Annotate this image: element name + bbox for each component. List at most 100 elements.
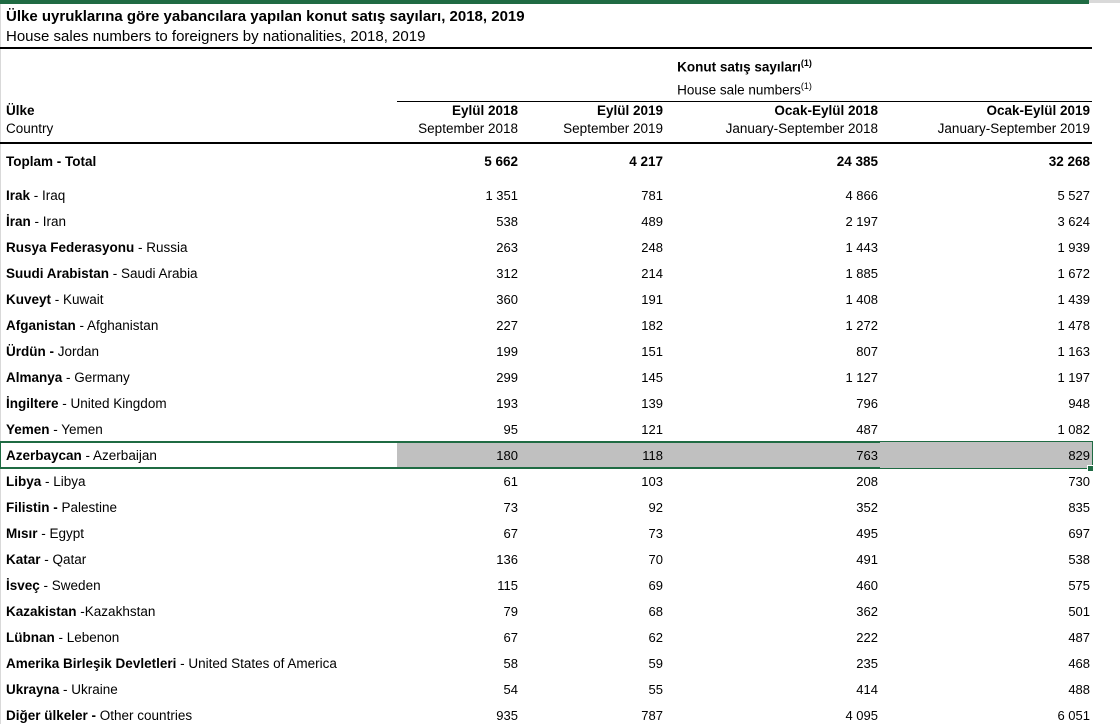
country-cell[interactable]: Filistin - Palestine	[0, 494, 397, 520]
value-cell-jansep-2018[interactable]: 487	[856, 421, 878, 437]
value-cell-jansep-2018[interactable]: 1 408	[845, 291, 878, 307]
table-row[interactable]: Suudi Arabistan - Saudi Arabia 312 214 1…	[0, 260, 1092, 286]
value-cell-jansep-2018[interactable]: 796	[856, 395, 878, 411]
country-cell[interactable]: Kuveyt - Kuwait	[0, 286, 397, 312]
table-row[interactable]: Diğer ülkeler - Other countries 935 787 …	[0, 702, 1093, 724]
value-cell-sep-2019[interactable]: 489	[641, 213, 663, 229]
country-cell[interactable]: Kazakistan -Kazakhstan	[0, 598, 397, 624]
value-cell-sep-2019[interactable]: 191	[641, 291, 663, 307]
value-cell-sep-2019[interactable]: 62	[648, 629, 663, 645]
country-cell[interactable]: İsveç - Sweden	[0, 572, 397, 598]
value-cell-jansep-2018[interactable]: 24 385	[836, 153, 878, 169]
value-cell-sep-2019[interactable]: 69	[648, 577, 663, 593]
value-cell-jansep-2019[interactable]: 829	[880, 442, 1095, 472]
value-cell-jansep-2018[interactable]: 4 866	[845, 187, 878, 203]
value-cell-sep-2018[interactable]: 79	[503, 603, 518, 619]
value-cell-sep-2019[interactable]: 121	[641, 421, 663, 437]
value-cell-sep-2019[interactable]: 787	[520, 702, 665, 724]
table-row[interactable]: Kazakistan -Kazakhstan 79 68 362 501	[0, 598, 1092, 624]
value-cell-jansep-2018[interactable]: 2 197	[845, 213, 878, 229]
value-cell-jansep-2019[interactable]: 1 197	[1057, 369, 1091, 385]
value-cell-sep-2018[interactable]: 1 351	[485, 187, 518, 203]
table-row[interactable]: Irak - Iraq 1 351 781 4 866 5 527	[0, 182, 1092, 208]
value-cell-sep-2019[interactable]: 214	[641, 265, 663, 281]
country-cell[interactable]: Ürdün - Jordan	[0, 338, 397, 364]
value-cell-sep-2018[interactable]: 299	[496, 369, 518, 385]
value-cell-sep-2018[interactable]: 199	[496, 343, 518, 359]
value-cell-sep-2018[interactable]: 180	[397, 442, 520, 468]
value-cell-jansep-2018[interactable]: 1 127	[845, 369, 878, 385]
table-row[interactable]: Mısır - Egypt 67 73 495 697	[0, 520, 1092, 546]
value-cell-sep-2019[interactable]: 70	[648, 551, 663, 567]
value-cell-jansep-2018[interactable]: 495	[856, 525, 878, 541]
table-row[interactable]: Yemen - Yemen 95 121 487 1 082	[0, 416, 1092, 442]
table-row[interactable]: Katar - Qatar 136 70 491 538	[0, 546, 1092, 572]
table-row[interactable]: Toplam - Total 5 662 4 217 24 385 32 268	[0, 143, 1092, 182]
value-cell-sep-2018[interactable]: 73	[503, 499, 518, 515]
country-cell[interactable]: Yemen - Yemen	[0, 416, 397, 442]
table-row[interactable]: Ukrayna - Ukraine 54 55 414 488	[0, 676, 1092, 702]
value-cell-sep-2018[interactable]: 61	[503, 473, 518, 489]
country-cell[interactable]: Lübnan - Lebenon	[0, 624, 397, 650]
value-cell-jansep-2018[interactable]: 491	[856, 551, 878, 567]
value-cell-sep-2018[interactable]: 5 662	[484, 153, 518, 169]
value-cell-jansep-2019[interactable]: 1 939	[1057, 239, 1091, 255]
table-row[interactable]: Afganistan - Afghanistan 227 182 1 272 1…	[0, 312, 1092, 338]
value-cell-jansep-2019[interactable]: 501	[1068, 603, 1091, 619]
value-cell-sep-2019[interactable]: 118	[520, 442, 665, 468]
value-cell-sep-2019[interactable]: 781	[641, 187, 663, 203]
value-cell-jansep-2018[interactable]: 362	[856, 603, 878, 619]
value-cell-sep-2019[interactable]: 182	[641, 317, 663, 333]
table-row[interactable]: Lübnan - Lebenon 67 62 222 487	[0, 624, 1092, 650]
table-row[interactable]: İsveç - Sweden 115 69 460 575	[0, 572, 1092, 598]
country-cell[interactable]: Afganistan - Afghanistan	[0, 312, 397, 338]
value-cell-sep-2018[interactable]: 193	[496, 395, 518, 411]
value-cell-jansep-2019[interactable]: 6 051	[880, 702, 1093, 724]
value-cell-jansep-2019[interactable]: 1 163	[1057, 343, 1091, 359]
value-cell-jansep-2018[interactable]: 1 443	[845, 239, 878, 255]
value-cell-sep-2018[interactable]: 227	[496, 317, 518, 333]
table-row[interactable]: İran - Iran 538 489 2 197 3 624	[0, 208, 1092, 234]
value-cell-sep-2018[interactable]: 67	[503, 629, 518, 645]
value-cell-jansep-2019[interactable]: 575	[1068, 577, 1091, 593]
value-cell-sep-2019[interactable]: 139	[641, 395, 663, 411]
value-cell-sep-2019[interactable]: 4 217	[629, 153, 663, 169]
value-cell-jansep-2019[interactable]: 1 478	[1057, 317, 1091, 333]
value-cell-sep-2018[interactable]: 538	[496, 213, 518, 229]
value-cell-sep-2018[interactable]: 360	[496, 291, 518, 307]
value-cell-jansep-2018[interactable]: 763	[665, 442, 880, 468]
country-cell[interactable]: İran - Iran	[0, 208, 397, 234]
value-cell-jansep-2018[interactable]: 352	[856, 499, 878, 515]
selection-fill-handle[interactable]	[1087, 465, 1095, 472]
table-row[interactable]: Libya - Libya 61 103 208 730	[0, 468, 1092, 494]
value-cell-sep-2019[interactable]: 55	[648, 681, 663, 697]
value-cell-jansep-2019[interactable]: 730	[1068, 473, 1091, 489]
value-cell-sep-2019[interactable]: 59	[648, 655, 663, 671]
value-cell-jansep-2018[interactable]: 414	[856, 681, 878, 697]
value-cell-sep-2019[interactable]: 151	[641, 343, 663, 359]
country-cell[interactable]: Amerika Birleşik Devletleri - United Sta…	[0, 650, 397, 676]
value-cell-sep-2018[interactable]: 54	[503, 681, 518, 697]
value-cell-jansep-2019[interactable]: 697	[1068, 525, 1091, 541]
value-cell-jansep-2019[interactable]: 487	[1068, 629, 1091, 645]
country-cell[interactable]: Toplam - Total	[0, 143, 397, 182]
country-cell[interactable]: Almanya - Germany	[0, 364, 397, 390]
value-cell-jansep-2018[interactable]: 460	[856, 577, 878, 593]
value-cell-sep-2019[interactable]: 68	[648, 603, 663, 619]
table-row[interactable]: Almanya - Germany 299 145 1 127 1 197	[0, 364, 1092, 390]
country-cell[interactable]: Irak - Iraq	[0, 182, 397, 208]
value-cell-sep-2019[interactable]: 103	[641, 473, 663, 489]
country-cell[interactable]: Azerbaycan - Azerbaijan	[0, 442, 397, 468]
value-cell-jansep-2019[interactable]: 1 672	[1057, 265, 1091, 281]
value-cell-sep-2018[interactable]: 312	[496, 265, 518, 281]
value-cell-sep-2018[interactable]: 263	[496, 239, 518, 255]
country-cell[interactable]: Katar - Qatar	[0, 546, 397, 572]
country-cell[interactable]: Libya - Libya	[0, 468, 397, 494]
value-cell-sep-2018[interactable]: 935	[397, 702, 520, 724]
country-cell[interactable]: Suudi Arabistan - Saudi Arabia	[0, 260, 397, 286]
value-cell-sep-2018[interactable]: 67	[503, 525, 518, 541]
country-cell[interactable]: Diğer ülkeler - Other countries	[0, 702, 397, 724]
value-cell-sep-2018[interactable]: 58	[503, 655, 518, 671]
value-cell-jansep-2019[interactable]: 948	[1068, 395, 1091, 411]
value-cell-jansep-2019[interactable]: 468	[1068, 655, 1091, 671]
